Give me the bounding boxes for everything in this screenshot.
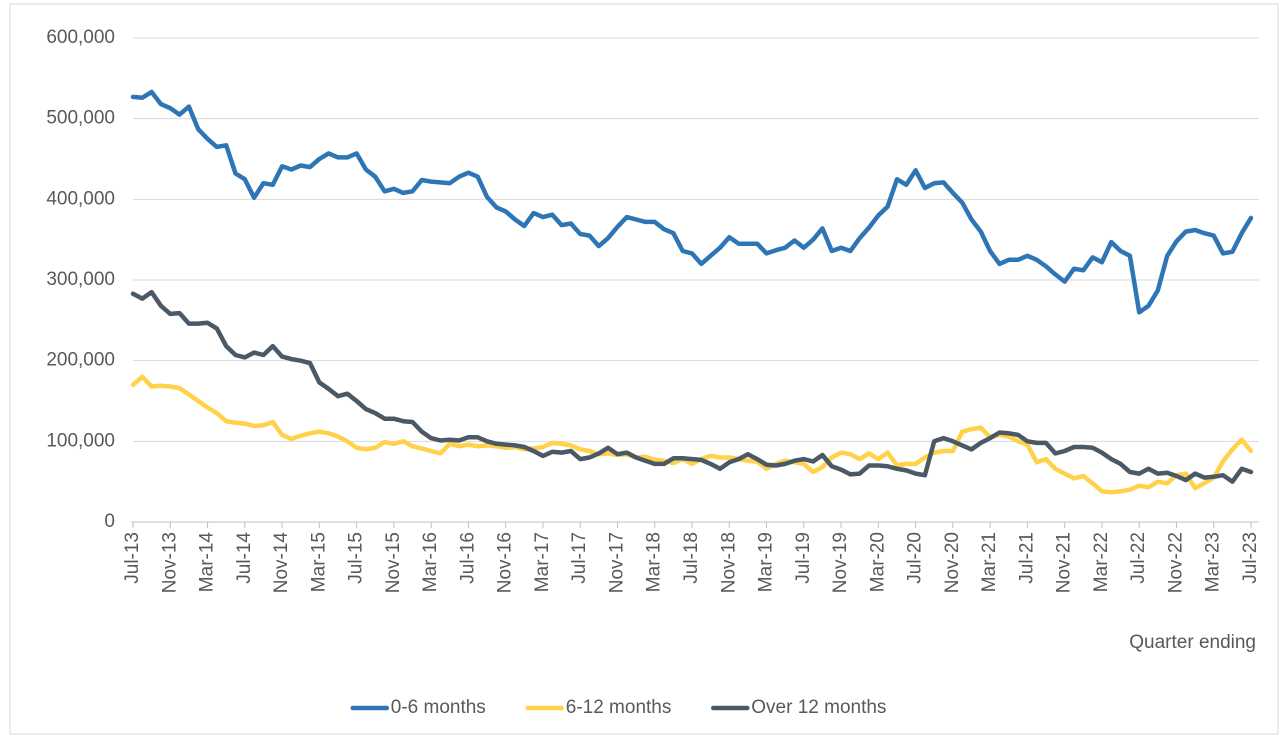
legend-label: Over 12 months: [751, 697, 886, 718]
series-line: [130, 289, 1254, 484]
legend-label: 6-12 months: [566, 697, 672, 718]
x-tick-label: Nov-15: [383, 532, 404, 593]
y-tick-label: 500,000: [46, 108, 115, 129]
x-tick-label: Jul-18: [681, 532, 702, 584]
x-tick-label: Nov-14: [271, 532, 292, 594]
x-tick-label: Nov-20: [942, 532, 963, 593]
x-tick-label: Jul-19: [793, 532, 814, 584]
x-tick-label: Jul-13: [122, 532, 143, 584]
x-tick-label: Mar-22: [1091, 532, 1112, 592]
y-tick-label: 300,000: [46, 269, 115, 290]
x-tick-label: Jul-14: [234, 532, 255, 584]
x-tick-label: Nov-17: [606, 532, 627, 593]
y-tick-label: 400,000: [46, 188, 115, 209]
x-tick-label: Nov-21: [1054, 532, 1075, 593]
legend-label: 0-6 months: [391, 697, 486, 718]
x-tick-label: Nov-19: [830, 532, 851, 593]
x-tick-label: Jul-22: [1128, 532, 1149, 584]
x-tick-label: Mar-14: [197, 532, 218, 593]
x-tick-label: Nov-13: [159, 532, 180, 593]
x-tick-label: Jul-20: [905, 532, 926, 584]
series-line: [130, 374, 1254, 495]
x-tick-label: Jul-21: [1016, 532, 1037, 584]
x-tick-label: Mar-17: [532, 532, 553, 592]
x-tick-label: Jul-16: [457, 532, 478, 584]
series-line: [130, 89, 1254, 315]
x-tick-label: Mar-23: [1203, 532, 1224, 592]
y-tick-label: 0: [104, 511, 115, 532]
x-tick-label: Mar-16: [420, 532, 441, 592]
x-tick-label: Jul-15: [346, 532, 367, 584]
x-tick-label: Nov-18: [718, 532, 739, 593]
x-tick-label: Mar-18: [644, 532, 665, 592]
x-tick-label: Mar-15: [308, 532, 329, 592]
y-tick-label: 200,000: [46, 350, 115, 371]
x-tick-label: Mar-19: [756, 532, 777, 592]
y-tick-label: 100,000: [46, 430, 115, 451]
y-tick-label: 600,000: [46, 27, 115, 48]
chart-border: [9, 3, 1279, 735]
x-tick-label: Mar-20: [867, 532, 888, 592]
x-tick-label: Nov-16: [495, 532, 516, 593]
x-tick-label: Mar-21: [979, 532, 1000, 592]
x-axis-title: Quarter ending: [1129, 632, 1256, 653]
x-tick-label: Jul-23: [1240, 532, 1261, 584]
x-tick-label: Jul-17: [569, 532, 590, 584]
x-tick-label: Nov-22: [1165, 532, 1186, 593]
